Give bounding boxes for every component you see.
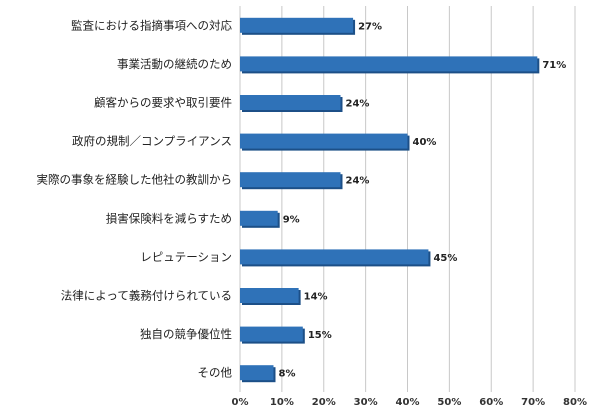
x-tick-label: 20%	[312, 397, 336, 408]
category-label: 顧客からの要求や取引要件	[94, 96, 232, 110]
category-label: 事業活動の継続のため	[117, 57, 232, 71]
data-label: 14%	[304, 292, 328, 303]
bars	[240, 17, 540, 383]
bar	[240, 365, 274, 381]
category-label: その他	[198, 366, 233, 380]
data-label: 45%	[433, 253, 457, 264]
data-labels: 27% 71% 24% 40% 24% 9% 45% 14% 15% 8%	[279, 21, 567, 379]
category-label: 政府の規制／コンプライアンス	[72, 134, 232, 148]
bar	[240, 288, 299, 303]
x-tick-label: 60%	[479, 397, 503, 408]
bar	[240, 172, 341, 188]
category-label: レピュテーション	[140, 250, 232, 264]
category-label: 独自の競争優位性	[140, 327, 232, 341]
data-label: 71%	[542, 60, 566, 71]
data-label: 40%	[413, 137, 437, 148]
data-label: 24%	[346, 176, 370, 187]
bar	[240, 326, 303, 342]
data-label: 27%	[358, 21, 382, 32]
bar	[240, 56, 538, 72]
bar	[240, 95, 341, 110]
x-tick-label: 80%	[563, 397, 587, 408]
bar	[240, 17, 354, 33]
data-label: 9%	[283, 214, 300, 225]
data-label: 15%	[308, 330, 332, 341]
x-tick-label: 10%	[270, 397, 294, 408]
category-label: 実際の事象を経験した他社の教訓から	[37, 173, 233, 187]
x-tick-label: 0%	[232, 397, 249, 408]
data-label: 24%	[346, 99, 370, 110]
category-label: 法律によって義務付けられている	[61, 289, 232, 303]
bar	[240, 133, 408, 149]
x-tick-label: 30%	[354, 397, 378, 408]
category-labels: 監査における指摘事項への対応事業活動の継続のため顧客からの要求や取引要件政府の規…	[37, 18, 233, 379]
x-tick-label: 50%	[437, 397, 461, 408]
x-tick-label: 40%	[396, 397, 420, 408]
x-axis-ticks: 0% 10% 20% 30% 40% 50% 60% 70% 80%	[232, 397, 587, 408]
bar	[240, 210, 278, 226]
data-label: 8%	[279, 369, 296, 380]
x-tick-label: 70%	[521, 397, 545, 408]
category-label: 損害保険料を減らすため	[106, 211, 232, 225]
bar	[240, 249, 429, 265]
category-label: 監査における指摘事項への対応	[71, 18, 232, 32]
